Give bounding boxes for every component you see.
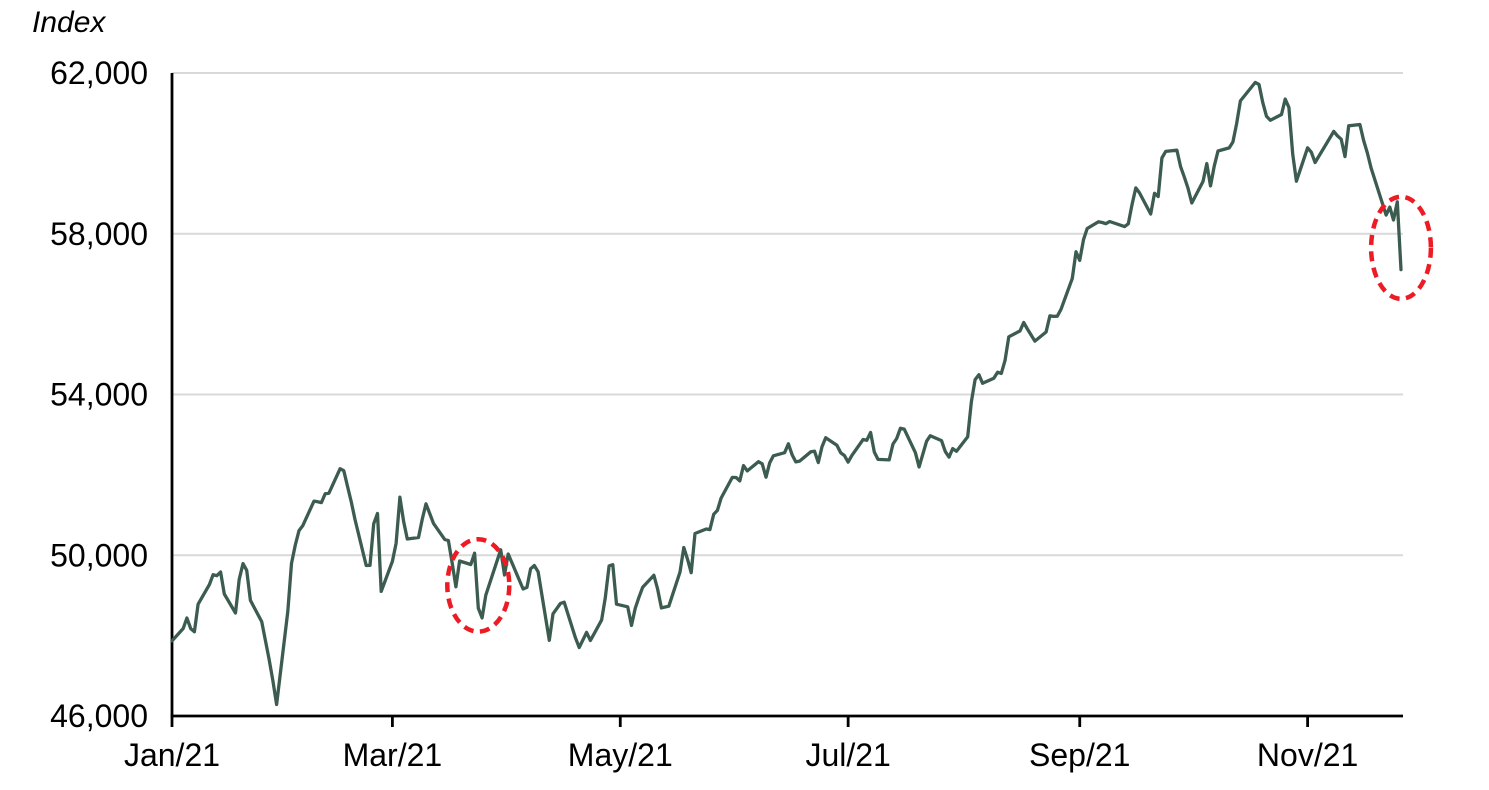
y-tick-label: 62,000 [50,55,148,91]
x-tick-label: Sep/21 [1029,737,1130,773]
x-tick-label: Jul/21 [805,737,890,773]
y-tick-label: 58,000 [50,216,148,252]
march-dip-highlight [445,536,512,634]
index-series-line [170,80,1403,707]
y-tick-label: 50,000 [50,537,148,573]
x-tick-label: May/21 [568,737,673,773]
x-tick-label: Jan/21 [124,737,220,773]
y-axis-unit-label: Index [32,6,106,39]
y-tick-label: 46,000 [50,698,148,734]
y-tick-label: 54,000 [50,377,148,413]
x-tick-label: Mar/21 [343,737,443,773]
x-tick-label: Nov/21 [1257,737,1358,773]
november-drop-highlight [1368,194,1434,302]
